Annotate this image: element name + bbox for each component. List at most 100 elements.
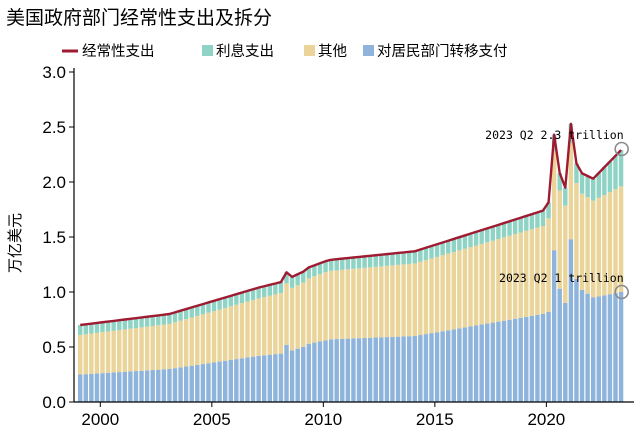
bar-transfers-2015q1	[434, 332, 440, 402]
bar-other-2003q4	[183, 319, 189, 367]
bar-other-2011q3	[356, 268, 362, 339]
bar-other-2002q2	[150, 325, 155, 371]
legend-label-other: 其他	[318, 43, 347, 60]
bar-transfers-2012q2	[373, 337, 378, 402]
bar-interest-2019q4	[540, 210, 546, 226]
bar-transfers-2023q2	[618, 292, 624, 402]
bar-interest-2022q2	[596, 172, 601, 198]
bar-interest-2013q3	[401, 252, 406, 265]
bar-other-2021q1	[568, 142, 574, 240]
bar-other-2018q3	[512, 234, 518, 319]
bar-transfers-2019q3	[535, 314, 540, 402]
bar-transfers-2003q1	[167, 369, 172, 402]
bar-other-2007q4	[273, 294, 278, 355]
bar-transfers-2009q2	[306, 343, 312, 402]
bar-other-2005q4	[228, 306, 233, 360]
bar-transfers-1999q3	[89, 373, 94, 402]
bar-transfers-2022q1	[590, 297, 596, 402]
bar-other-2000q3	[111, 330, 116, 373]
bar-other-2002q1	[144, 326, 150, 371]
bar-interest-2023q1	[613, 155, 618, 190]
bar-other-2007q1	[256, 298, 261, 356]
bar-transfers-2019q2	[529, 315, 535, 402]
bar-transfers-2012q1	[367, 337, 373, 402]
bar-other-2012q1	[367, 267, 373, 338]
bar-interest-2013q4	[406, 251, 412, 264]
annotation-label-2: 2023 Q2 1 trillion	[499, 271, 624, 285]
bar-transfers-2018q1	[501, 320, 507, 402]
bar-other-2019q1	[524, 230, 529, 317]
bar-other-2019q4	[540, 226, 546, 314]
legend-label-transfers: 对居民部门转移支付	[377, 43, 508, 60]
bar-interest-2003q2	[172, 312, 178, 323]
bar-other-2020q4	[563, 205, 568, 303]
bar-interest-2006q3	[245, 290, 250, 302]
bar-interest-2016q2	[462, 235, 468, 249]
bar-other-2022q3	[602, 194, 607, 296]
bar-other-2011q2	[351, 268, 356, 339]
bar-transfers-2006q4	[250, 356, 256, 403]
bar-interest-2011q1	[345, 258, 351, 270]
bar-interest-1999q2	[83, 324, 89, 335]
annotation-marker-1	[614, 141, 629, 157]
bar-other-2010q1	[323, 272, 328, 341]
bar-interest-2017q2	[485, 228, 490, 243]
bar-interest-2003q4	[183, 309, 189, 320]
bar-other-2023q2	[618, 186, 624, 292]
bar-interest-2014q3	[423, 247, 429, 261]
bar-transfers-2008q2	[284, 344, 289, 402]
bar-transfers-2016q1	[457, 328, 462, 402]
x-tick-label: 2005	[193, 410, 231, 429]
bar-transfers-2003q2	[172, 368, 178, 402]
bar-interest-2014q1	[412, 251, 417, 264]
bar-other-2019q3	[535, 227, 540, 315]
bar-other-2003q3	[178, 320, 183, 368]
x-tick-label: 2000	[81, 410, 119, 429]
y-tick-label: 0.0	[42, 393, 66, 412]
bar-transfers-2019q4	[540, 314, 546, 402]
bar-interest-2007q3	[267, 284, 273, 296]
bar-interest-2000q1	[100, 322, 105, 333]
bar-transfers-1999q4	[94, 373, 100, 402]
bar-interest-2009q1	[301, 271, 306, 283]
bar-interest-2018q4	[518, 217, 523, 233]
bar-interest-2005q3	[222, 297, 228, 308]
bar-other-2004q4	[206, 312, 211, 364]
bar-other-2016q4	[473, 245, 479, 326]
bar-interest-2012q3	[379, 254, 384, 267]
bar-interest-2008q3	[289, 276, 295, 288]
y-tick-label: 1.5	[42, 228, 66, 247]
bar-interest-2002q3	[156, 315, 161, 326]
bar-other-2021q2	[574, 183, 579, 279]
bar-interest-2018q3	[512, 219, 518, 235]
bar-transfers-2008q4	[295, 348, 300, 402]
bar-transfers-2023q1	[613, 293, 618, 402]
bar-transfers-2006q3	[245, 357, 250, 402]
bar-interest-2012q1	[367, 255, 373, 268]
bar-other-2008q4	[295, 285, 300, 349]
bar-interest-2019q2	[529, 214, 535, 230]
bar-transfers-2018q4	[518, 317, 523, 402]
bar-interest-2002q2	[150, 316, 155, 326]
bar-other-1999q2	[83, 334, 89, 375]
bar-interest-2013q1	[390, 253, 395, 266]
bar-transfers-2021q2	[574, 278, 579, 402]
bar-interest-2016q4	[473, 231, 479, 246]
bar-transfers-2013q4	[406, 336, 412, 402]
bar-other-2000q2	[105, 331, 111, 373]
bar-transfers-2014q3	[423, 334, 429, 402]
bar-transfers-2022q4	[607, 294, 613, 402]
bar-transfers-2002q1	[144, 370, 150, 403]
bar-interest-2005q2	[217, 299, 222, 310]
bar-transfers-2021q3	[579, 289, 585, 402]
bar-transfers-2009q1	[301, 347, 306, 402]
bar-interest-2009q2	[306, 267, 312, 279]
bar-interest-2005q1	[211, 300, 217, 312]
bar-other-2018q1	[501, 237, 507, 321]
bar-transfers-2000q1	[100, 373, 105, 403]
bar-transfers-2014q4	[429, 333, 434, 402]
bar-other-2013q1	[390, 265, 395, 337]
bar-transfers-2006q1	[234, 359, 239, 402]
annotation-label-1: 2023 Q2 2.3 trillion	[485, 128, 623, 142]
bar-interest-2002q1	[144, 316, 150, 327]
